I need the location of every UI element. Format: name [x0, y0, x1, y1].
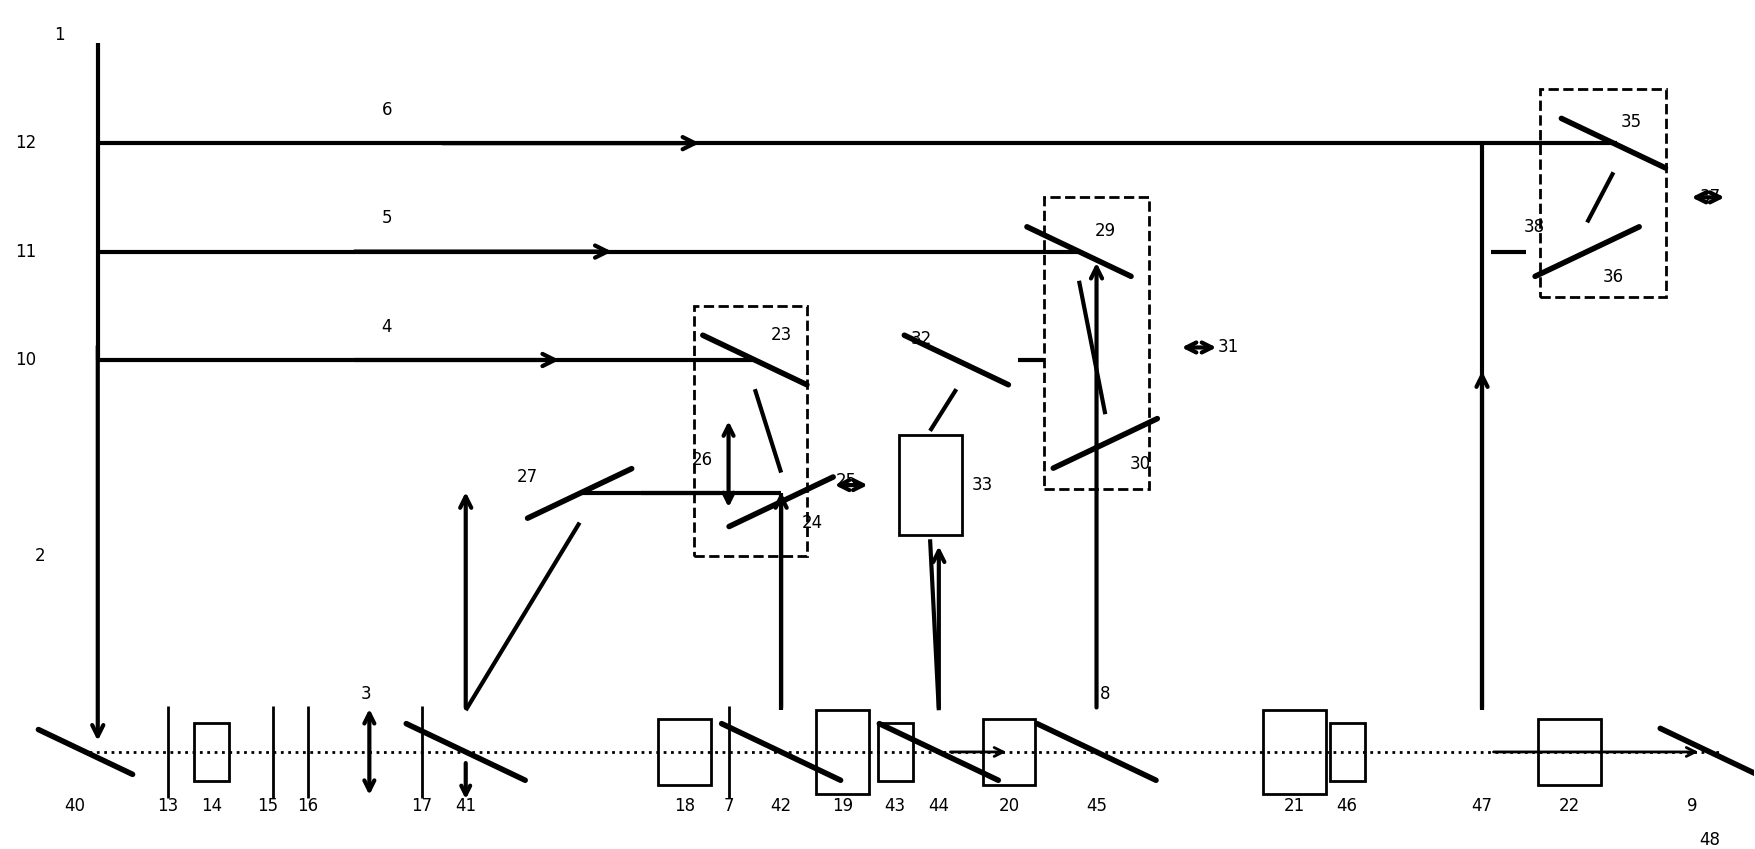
Text: 26: 26	[691, 451, 713, 469]
Text: 48: 48	[1699, 830, 1720, 848]
Text: 16: 16	[297, 797, 319, 815]
Text: 2: 2	[35, 547, 46, 565]
Text: 14: 14	[202, 797, 223, 815]
Bar	[1539, 89, 1665, 297]
Bar	[983, 718, 1035, 785]
Text: 37: 37	[1699, 188, 1720, 206]
Bar	[195, 722, 230, 781]
Text: 18: 18	[674, 797, 695, 815]
Text: 23: 23	[770, 326, 792, 344]
Text: 35: 35	[1620, 113, 1641, 132]
Text: 40: 40	[65, 797, 86, 815]
Text: 5: 5	[381, 209, 391, 228]
Text: 27: 27	[516, 468, 537, 486]
Text: 12: 12	[16, 134, 37, 152]
Text: 38: 38	[1523, 217, 1544, 235]
Text: 8: 8	[1100, 684, 1111, 703]
Text: 43: 43	[885, 797, 906, 815]
Text: 46: 46	[1337, 797, 1358, 815]
Text: 19: 19	[832, 797, 853, 815]
Text: 32: 32	[911, 330, 932, 348]
Text: 7: 7	[723, 797, 734, 815]
Text: 33: 33	[972, 476, 993, 494]
Text: 6: 6	[381, 101, 391, 119]
Text: 9: 9	[1687, 797, 1697, 815]
Text: 11: 11	[16, 243, 37, 261]
Text: 25: 25	[835, 472, 856, 490]
Text: 42: 42	[770, 797, 792, 815]
Text: 41: 41	[455, 797, 476, 815]
Text: 22: 22	[1558, 797, 1580, 815]
Text: 21: 21	[1285, 797, 1306, 815]
Bar	[658, 718, 711, 785]
Bar	[816, 711, 869, 794]
Text: 3: 3	[360, 684, 370, 703]
Text: 13: 13	[158, 797, 179, 815]
Bar	[693, 306, 807, 556]
Text: 10: 10	[16, 351, 37, 369]
Text: 24: 24	[802, 514, 823, 531]
Text: 1: 1	[54, 25, 65, 44]
Bar	[899, 435, 962, 535]
Bar	[878, 722, 913, 781]
Text: 45: 45	[1086, 797, 1107, 815]
Text: 4: 4	[381, 318, 391, 335]
Text: 30: 30	[1130, 455, 1151, 473]
Text: 31: 31	[1218, 339, 1239, 357]
Bar	[1537, 718, 1601, 785]
Text: 15: 15	[258, 797, 279, 815]
Bar	[1044, 197, 1150, 489]
Bar	[1264, 711, 1327, 794]
Text: 20: 20	[999, 797, 1020, 815]
Bar	[1330, 722, 1365, 781]
Text: 17: 17	[411, 797, 432, 815]
Text: 47: 47	[1471, 797, 1492, 815]
Text: 44: 44	[928, 797, 949, 815]
Text: 36: 36	[1602, 267, 1623, 285]
Text: 29: 29	[1095, 222, 1116, 239]
